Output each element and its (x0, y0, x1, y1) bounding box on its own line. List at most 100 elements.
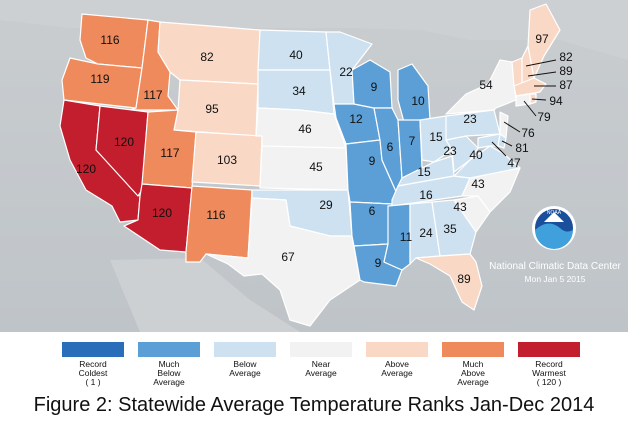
rank-label-oh: 15 (429, 130, 443, 144)
rank-label-va: 40 (469, 148, 483, 162)
state-md (477, 133, 501, 149)
rank-label-mo: 9 (369, 154, 376, 168)
rank-label-ca: 120 (76, 162, 96, 176)
rank-label-ne: 46 (298, 122, 312, 136)
figure-caption: Figure 2: Statewide Average Temperature … (33, 394, 595, 416)
legend-label: Average (305, 368, 337, 378)
legend-item-much-below: Much Below Average (138, 342, 200, 387)
state-me (527, 3, 561, 79)
legend-label: Warmest (532, 368, 566, 378)
rank-label-ok: 29 (319, 198, 333, 212)
rank-label-wy: 95 (205, 102, 219, 116)
rank-label-id: 117 (143, 88, 162, 102)
rank-label-ar: 6 (369, 204, 376, 218)
rank-label-fl: 89 (457, 272, 471, 286)
state-ma (513, 77, 547, 97)
rank-label-wi: 9 (371, 80, 378, 94)
legend-label: Near (311, 359, 331, 369)
rank-label-tx: 67 (281, 250, 295, 264)
callout-label: 89 (559, 64, 573, 78)
rank-label-mn: 22 (339, 65, 353, 79)
rank-label-co: 103 (217, 153, 237, 167)
legend-item-record-coldest: Record Coldest( 1 ) (62, 342, 124, 387)
ne-callout-labels: 82 89 87 94 79 76 81 47 (507, 50, 573, 170)
rank-label-me: 97 (535, 32, 549, 46)
rank-label-ky: 15 (417, 165, 431, 179)
legend-swatch (442, 342, 504, 357)
legend-item-above: Above Average (366, 342, 428, 378)
rank-label-tn: 16 (419, 188, 433, 202)
rank-label-il: 6 (387, 140, 394, 154)
state-mi (397, 63, 431, 123)
legend-swatch (62, 342, 124, 357)
rank-label-al: 24 (419, 226, 433, 240)
ne-leader-lines (491, 59, 557, 157)
legend-label: ( 120 ) (536, 377, 562, 387)
state-ct (515, 93, 531, 107)
state-tx (205, 197, 361, 327)
legend-swatch (518, 342, 580, 357)
legend-label: ( 1 ) (85, 377, 101, 387)
legend-label: Above (460, 368, 486, 378)
state-nm (185, 185, 253, 263)
rank-label-ms: 11 (400, 230, 413, 244)
legend-label: Below (157, 368, 181, 378)
rank-label-sd: 34 (292, 84, 306, 98)
rank-label-or: 119 (90, 72, 109, 86)
agency-date: Mon Jan 5 2015 (525, 274, 586, 284)
legend-label: Average (153, 377, 185, 387)
rank-label-ny: 54 (479, 78, 493, 92)
callout-label: 79 (537, 110, 551, 124)
callout-label: 76 (521, 126, 535, 140)
rank-label-ks: 45 (309, 160, 323, 174)
canada-landmass (0, 0, 628, 60)
rank-label-ut: 117 (160, 146, 179, 160)
legend-label: Coldest (78, 368, 108, 378)
legend-swatch (290, 342, 352, 357)
legend-label: Average (229, 368, 261, 378)
rank-label-nv: 120 (114, 135, 134, 149)
rank-label-ia: 12 (349, 112, 363, 126)
rank-label-nm: 116 (206, 208, 225, 222)
legend-label: Below (233, 359, 257, 369)
map-panel: 116 119 117 82 95 120 120 117 120 103 11… (0, 0, 628, 332)
rank-label-mt: 82 (200, 50, 214, 64)
state-fl (415, 253, 483, 311)
rank-label-pa: 23 (463, 112, 477, 126)
legend-item-below: Below Average (214, 342, 276, 378)
legend-label: Average (457, 377, 489, 387)
legend-item-record-warmest: Record Warmest( 120 ) (518, 342, 580, 387)
state-rank-labels: 116 119 117 82 95 120 120 117 120 103 11… (76, 32, 549, 286)
rank-label-ga: 35 (443, 222, 457, 236)
noaa-logo-text: NOAA (547, 210, 562, 216)
rank-label-az: 120 (152, 206, 172, 220)
state-ga (431, 199, 477, 257)
rank-label-sc: 43 (453, 200, 467, 214)
legend-swatch (214, 342, 276, 357)
legend-swatch (138, 342, 200, 357)
us-state-map: 116 119 117 82 95 120 120 117 120 103 11… (0, 0, 628, 332)
rank-label-nd: 40 (289, 48, 303, 62)
rank-label-la: 9 (375, 256, 382, 270)
legend-label: Record (79, 359, 107, 369)
rank-label-wa: 116 (100, 33, 119, 47)
mexico-landmass (110, 258, 300, 332)
rank-label-in: 7 (409, 134, 416, 148)
rank-label-nc: 43 (471, 177, 485, 191)
legend-label: Average (381, 368, 413, 378)
callout-label: 87 (559, 78, 573, 92)
callout-label: 47 (507, 156, 521, 170)
callout-label: 82 (559, 50, 573, 64)
rank-label-wv: 23 (443, 144, 457, 158)
agency-name: National Climatic Data Center (489, 261, 621, 272)
noaa-logo: NOAA (532, 206, 576, 250)
callout-label: 94 (549, 94, 563, 108)
state-ks (259, 145, 349, 191)
callout-label: 81 (515, 141, 529, 155)
rank-label-mi: 10 (411, 94, 425, 108)
state-vt (511, 57, 523, 87)
legend-item-near: Near Average (290, 342, 352, 378)
legend-swatch (366, 342, 428, 357)
legend-label: Above (384, 359, 410, 369)
